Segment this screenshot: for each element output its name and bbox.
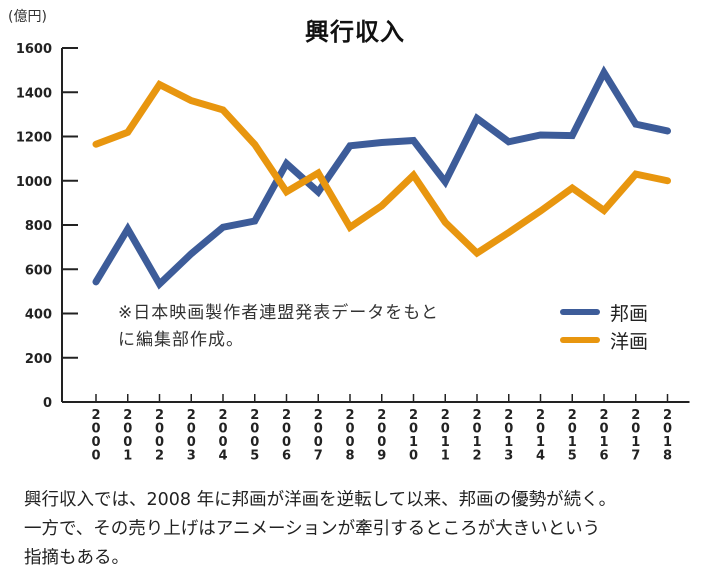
y-axis-unit-label: (億円) [8,9,47,25]
legend-label-domestic: 邦画 [610,302,649,325]
y-tick-label: 0 [43,396,52,411]
legend: 邦画 洋画 [560,298,648,354]
legend-label-foreign: 洋画 [610,330,649,353]
source-note-line-1: ※日本映画製作者連盟発表データをもと [118,303,439,323]
y-tick-label: 600 [25,263,52,278]
caption-line-2: 一方で、その売り上げはアニメーションが牽引するところが大きいという [24,519,601,539]
series-line-domestic [92,65,671,290]
source-note: ※日本映画製作者連盟発表データをもと に編集部作成。 [118,300,439,354]
chart-title: 興行収入 [305,18,405,46]
legend-swatch-foreign [560,337,600,343]
legend-item-domestic: 邦画 [560,298,648,326]
y-tick-label: 1200 [16,131,52,146]
y-tick-label: 800 [25,219,52,234]
line-chart: 0 200 400 600 800 1000 1200 1400 1600 2 0 0 0 2 0 0 1 2 0 0… [16,42,690,464]
caption-text: 興行収入では、2008 年に邦画が洋画を逆転して以来、邦画の優勢が続く。 一方で… [24,486,704,573]
legend-item-foreign: 洋画 [560,326,648,354]
y-tick-label: 1400 [16,86,52,101]
source-note-line-2: に編集部作成。 [118,330,244,350]
y-tick-label: 1600 [16,42,52,57]
legend-swatch-domestic [560,309,600,315]
y-tick-label: 1000 [16,175,52,190]
caption-line-3: 指摘もある。 [24,548,129,568]
y-tick-label: 200 [25,352,52,367]
caption-line-1: 興行収入では、2008 年に邦画が洋画を逆転して以来、邦画の優勢が続く。 [24,490,617,510]
y-tick-label: 400 [25,308,52,323]
